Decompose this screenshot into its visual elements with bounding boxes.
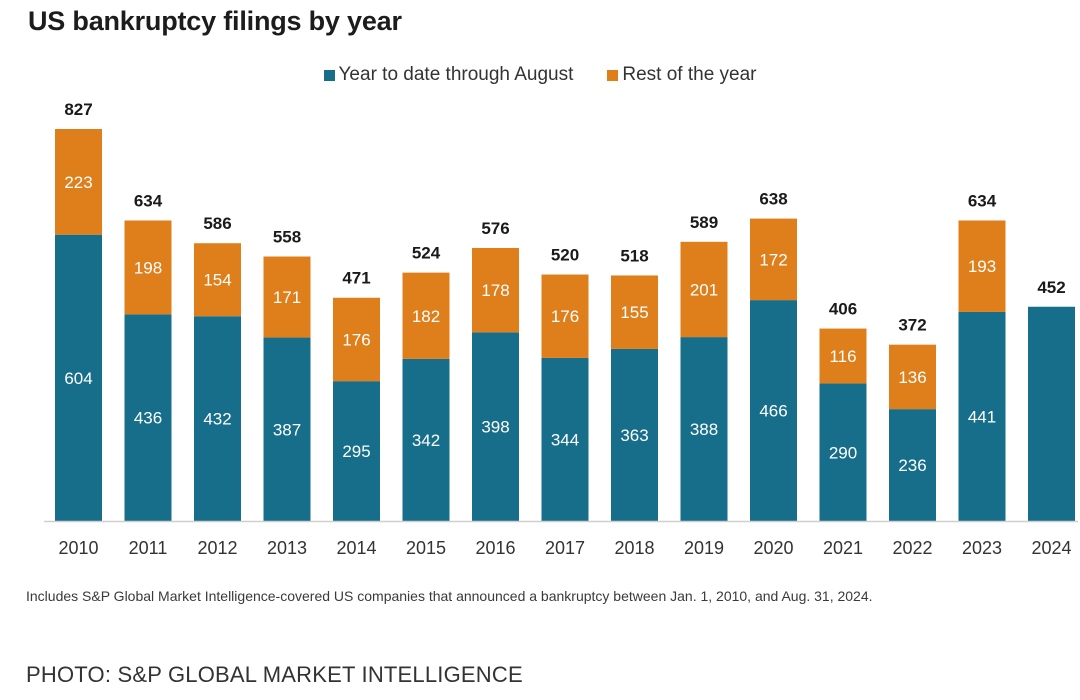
label-total-2017: 520 <box>551 246 579 265</box>
bar-rest-2013 <box>263 256 311 338</box>
label-rest-2017: 176 <box>551 307 579 326</box>
bar-rest-2015 <box>402 272 450 359</box>
chart-legend: Year to date through August Rest of the … <box>0 64 1080 86</box>
label-total-2018: 518 <box>620 246 648 265</box>
label-total-2019: 589 <box>690 213 718 232</box>
bar-ytd-2010 <box>55 234 102 521</box>
x-tick-2017: 2017 <box>545 538 585 558</box>
legend-item-rest: Rest of the year <box>607 64 757 86</box>
label-total-2010: 827 <box>64 100 92 119</box>
bar-ytd-2018 <box>611 348 658 521</box>
bar-rest-2019 <box>680 241 728 338</box>
bar-ytd-2024 <box>1028 306 1075 521</box>
x-tick-2018: 2018 <box>614 538 654 558</box>
label-rest-2020: 172 <box>759 250 787 269</box>
x-tick-2015: 2015 <box>406 538 446 558</box>
label-total-2023: 634 <box>968 191 997 210</box>
x-tick-2019: 2019 <box>684 538 724 558</box>
bar-ytd-2013 <box>263 337 311 521</box>
label-rest-2018: 155 <box>620 303 648 322</box>
bar-ytd-2014 <box>333 381 380 521</box>
label-rest-2013: 171 <box>273 288 301 307</box>
label-total-2020: 638 <box>759 190 787 209</box>
x-tick-2014: 2014 <box>336 538 376 558</box>
label-rest-2016: 178 <box>481 281 509 300</box>
bar-ytd-2015 <box>402 358 450 521</box>
x-tick-2012: 2012 <box>197 538 237 558</box>
label-rest-2022: 136 <box>898 368 926 387</box>
label-total-2022: 372 <box>898 316 926 335</box>
label-total-2016: 576 <box>481 219 509 238</box>
x-tick-2020: 2020 <box>753 538 793 558</box>
label-total-2013: 558 <box>273 228 301 247</box>
bar-rest-2018 <box>611 275 658 349</box>
label-total-2024: 452 <box>1037 278 1065 297</box>
label-ytd-2021: 290 <box>829 443 857 462</box>
label-rest-2019: 201 <box>690 280 718 299</box>
label-ytd-2013: 387 <box>273 420 301 439</box>
label-ytd-2018: 363 <box>620 426 648 445</box>
legend-label-rest: Rest of the year <box>622 64 757 85</box>
bar-rest-2010 <box>55 129 102 235</box>
label-rest-2021: 116 <box>829 347 856 366</box>
chart-footnote: Includes S&P Global Market Intelligence-… <box>26 588 873 604</box>
bar-ytd-2022 <box>889 409 936 521</box>
label-rest-2014: 176 <box>342 330 370 349</box>
bar-rest-2022 <box>889 344 936 410</box>
label-rest-2010: 223 <box>64 173 92 192</box>
label-ytd-2012: 432 <box>203 410 231 429</box>
label-total-2014: 471 <box>342 269 370 288</box>
photo-credit: PHOTO: S&P GLOBAL MARKET INTELLIGENCE <box>26 662 523 687</box>
legend-label-ytd: Year to date through August <box>338 64 574 85</box>
bar-ytd-2020 <box>750 300 797 521</box>
label-ytd-2014: 295 <box>342 442 370 461</box>
label-ytd-2015: 342 <box>412 431 440 450</box>
chart-title: US bankruptcy filings by year <box>28 6 402 36</box>
label-total-2011: 634 <box>134 191 163 210</box>
x-tick-2021: 2021 <box>823 538 863 558</box>
bar-ytd-2017 <box>541 357 589 521</box>
label-ytd-2010: 604 <box>64 369 92 388</box>
label-ytd-2017: 344 <box>551 430 579 449</box>
label-rest-2015: 182 <box>412 307 440 326</box>
bar-rest-2016 <box>472 247 519 333</box>
bar-rest-2012 <box>194 243 241 317</box>
label-ytd-2020: 466 <box>759 402 787 421</box>
label-total-2012: 586 <box>203 214 231 233</box>
bar-ytd-2023 <box>958 311 1006 521</box>
label-ytd-2019: 388 <box>690 420 718 439</box>
x-tick-2016: 2016 <box>475 538 515 558</box>
bar-rest-2020 <box>750 218 797 301</box>
label-rest-2023: 193 <box>968 257 996 276</box>
label-total-2015: 524 <box>412 244 441 263</box>
label-ytd-2022: 236 <box>898 456 926 475</box>
bar-rest-2014 <box>333 297 380 382</box>
bar-chart: 223 604 827 2010 198 436 634 2011 154 432 586 2012 1… <box>44 100 1078 558</box>
x-tick-2022: 2022 <box>892 538 932 558</box>
label-total-2021: 406 <box>829 300 857 319</box>
legend-swatch-rest <box>607 69 619 81</box>
label-rest-2011: 198 <box>134 258 162 277</box>
bar-ytd-2012 <box>194 316 241 521</box>
x-tick-2024: 2024 <box>1031 538 1071 558</box>
x-tick-2011: 2011 <box>129 538 168 558</box>
label-ytd-2011: 436 <box>134 409 162 428</box>
bar-ytd-2016 <box>472 332 519 521</box>
label-rest-2012: 154 <box>203 271 231 290</box>
legend-item-ytd: Year to date through August <box>323 64 574 86</box>
label-ytd-2023: 441 <box>968 407 996 426</box>
bar-rest-2021 <box>819 328 867 384</box>
bar-ytd-2019 <box>680 337 728 521</box>
x-tick-2013: 2013 <box>267 538 307 558</box>
bar-rest-2017 <box>541 274 589 358</box>
bar-rest-2011 <box>124 220 172 315</box>
label-ytd-2016: 398 <box>481 418 509 437</box>
bar-ytd-2021 <box>819 383 867 521</box>
bar-ytd-2011 <box>124 314 172 521</box>
legend-swatch-ytd <box>323 69 335 81</box>
x-tick-2023: 2023 <box>962 538 1002 558</box>
bar-rest-2023 <box>958 220 1006 312</box>
x-tick-2010: 2010 <box>58 538 98 558</box>
